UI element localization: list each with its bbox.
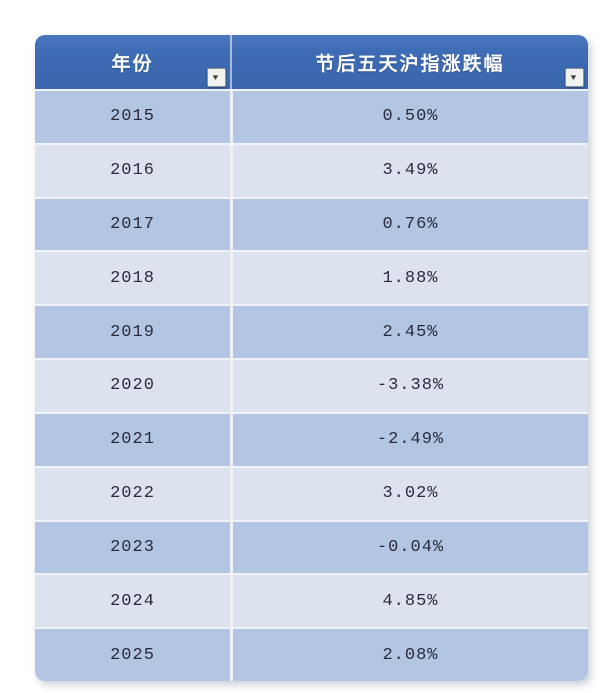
chevron-down-icon: ▼ [211, 73, 222, 82]
table-row: 2022 3.02% [35, 465, 588, 520]
table-body: 2015 0.50% 2016 3.49% 2017 0.76% 2018 1.… [35, 89, 588, 681]
table-row: 2020 -3.38% [35, 358, 588, 412]
table-row: 2017 0.76% [35, 196, 588, 251]
change-cell: 2.08% [230, 629, 588, 681]
table-row: 2018 1.88% [35, 250, 588, 305]
header-change-label: 节后五天沪指涨跌幅 [315, 53, 505, 75]
year-cell: 2023 [35, 521, 230, 574]
year-cell: 2016 [35, 144, 230, 197]
change-cell: 0.50% [230, 91, 588, 143]
change-cell: -3.38% [230, 360, 588, 412]
change-cell: -2.49% [230, 413, 588, 466]
year-cell: 2022 [35, 467, 230, 520]
table-header-row: 年份 ▼ 节后五天沪指涨跌幅 ▼ [35, 35, 588, 89]
table-row: 2025 2.08% [35, 627, 588, 681]
data-table: 年份 ▼ 节后五天沪指涨跌幅 ▼ 2015 0.50% 2016 3.49% [35, 35, 588, 681]
year-cell: 2017 [35, 198, 230, 251]
change-filter-dropdown-button[interactable]: ▼ [565, 68, 584, 87]
year-cell: 2020 [35, 360, 230, 412]
header-cell-change: 节后五天沪指涨跌幅 ▼ [230, 35, 588, 89]
year-cell: 2015 [35, 91, 230, 143]
table-row: 2021 -2.49% [35, 411, 588, 466]
change-cell: 1.88% [230, 252, 588, 305]
header-cell-year: 年份 ▼ [35, 35, 230, 89]
table-row: 2024 4.85% [35, 573, 588, 628]
table-row: 2023 -0.04% [35, 519, 588, 574]
year-cell: 2019 [35, 306, 230, 359]
change-cell: 0.76% [230, 198, 588, 251]
year-filter-dropdown-button[interactable]: ▼ [207, 68, 226, 87]
header-year-label: 年份 [111, 53, 154, 75]
year-cell: 2021 [35, 413, 230, 466]
change-cell: 4.85% [230, 575, 588, 628]
table-row: 2016 3.49% [35, 142, 588, 197]
change-cell: 3.49% [230, 144, 588, 197]
chevron-down-icon: ▼ [569, 73, 580, 82]
table-row: 2019 2.45% [35, 304, 588, 359]
table-row: 2015 0.50% [35, 89, 588, 143]
change-cell: 2.45% [230, 306, 588, 359]
year-cell: 2024 [35, 575, 230, 628]
change-cell: -0.04% [230, 521, 588, 574]
change-cell: 3.02% [230, 467, 588, 520]
year-cell: 2018 [35, 252, 230, 305]
year-cell: 2025 [35, 629, 230, 681]
